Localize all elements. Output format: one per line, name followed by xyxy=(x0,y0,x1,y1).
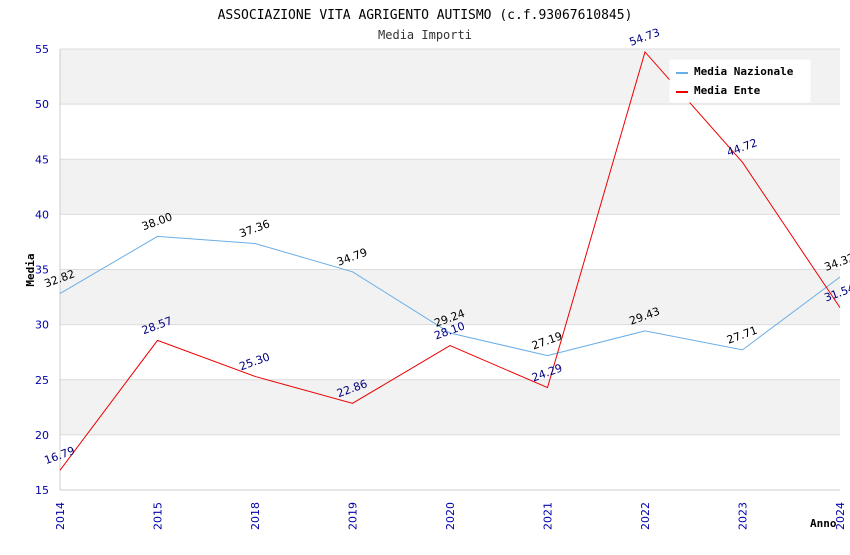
y-tick-label: 30 xyxy=(35,319,49,332)
series-line-media-nazionale xyxy=(59,235,841,357)
y-tick-label: 35 xyxy=(35,264,49,277)
background-bands xyxy=(60,49,840,490)
background-band xyxy=(60,159,840,215)
axes xyxy=(59,49,840,491)
y-tick-label: 45 xyxy=(35,153,49,166)
x-tick-label: 2014 xyxy=(54,502,67,530)
series-line-media-ente xyxy=(59,50,841,471)
background-band xyxy=(60,214,840,270)
x-tick-label: 2015 xyxy=(152,502,165,530)
y-tick-label: 40 xyxy=(35,208,49,221)
y-tick-label: 20 xyxy=(35,429,49,442)
x-tick-label: 2022 xyxy=(639,502,652,530)
background-band xyxy=(60,269,840,325)
legend-label-media-nazionale: Media Nazionale xyxy=(694,65,794,78)
y-tick-labels: 15 20 25 30 35 40 45 50 55 xyxy=(35,43,49,497)
y-tick-label: 15 xyxy=(35,484,49,497)
data-label: 54.73 xyxy=(628,26,662,49)
x-tick-label: 2020 xyxy=(444,502,457,530)
legend: Media Nazionale Media Ente xyxy=(669,59,811,103)
x-tick-label: 2023 xyxy=(737,502,750,530)
y-axis-title: Media xyxy=(24,253,37,286)
series-lines xyxy=(59,50,841,471)
x-axis-title: Anno xyxy=(810,517,837,530)
legend-box xyxy=(669,59,811,103)
x-tick-label: 2024 xyxy=(834,502,847,530)
x-tick-labels: 2014 2015 2018 2019 2020 2021 2022 2023 2024 xyxy=(54,502,847,530)
chart-subtitle: Media Importi xyxy=(378,28,472,42)
y-tick-label: 50 xyxy=(35,98,49,111)
x-tick-label: 2019 xyxy=(347,502,360,530)
x-tick-label: 2018 xyxy=(249,502,262,530)
background-band xyxy=(60,434,840,490)
background-band xyxy=(60,379,840,435)
x-tick-label: 2021 xyxy=(542,502,555,530)
chart-title: ASSOCIAZIONE VITA AGRIGENTO AUTISMO (c.f… xyxy=(218,8,633,23)
legend-label-media-ente: Media Ente xyxy=(694,84,761,97)
y-tick-label: 55 xyxy=(35,43,49,56)
background-band xyxy=(60,104,840,160)
y-tick-label: 25 xyxy=(35,374,49,387)
